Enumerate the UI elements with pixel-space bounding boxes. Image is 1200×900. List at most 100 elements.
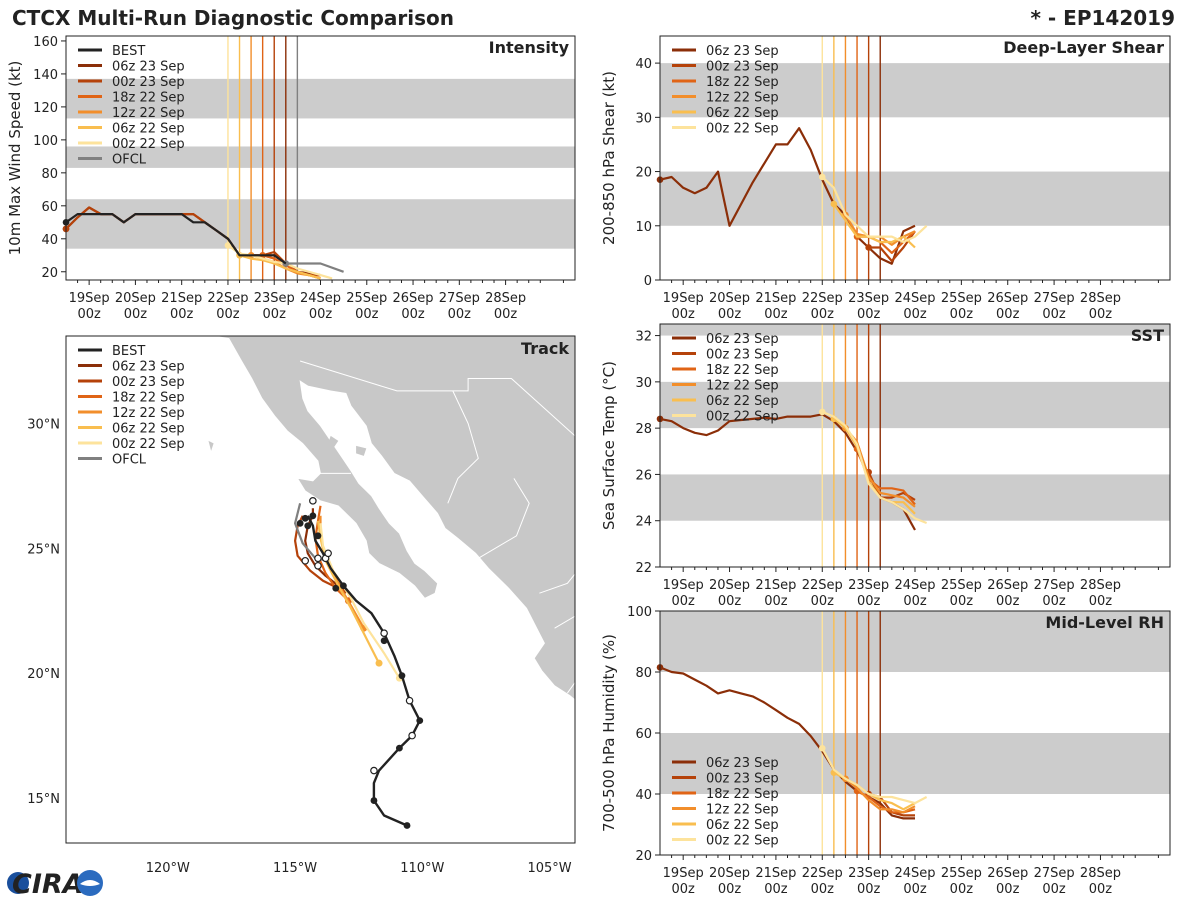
sst-xtick-hour: 00z	[1042, 594, 1066, 609]
shear-xtick-date: 19Sep	[663, 291, 704, 306]
cira-logo-globe-icon	[7, 872, 29, 894]
intensity-panel-title: Intensity	[489, 38, 570, 57]
track-border-line	[554, 615, 575, 629]
shear-xtick-hour: 00z	[764, 307, 788, 322]
intensity-legend-label: 00z 22 Sep	[112, 137, 185, 152]
shear-xtick-hour: 00z	[1089, 307, 1113, 322]
track-series-line	[319, 523, 401, 679]
shear-xtick-date: 26Sep	[987, 291, 1028, 306]
rh-xtick-hour: 00z	[996, 882, 1020, 897]
track-lon-label: 115°W	[273, 861, 317, 876]
shear-series-start-point	[830, 200, 838, 208]
track-best-point-open	[314, 554, 322, 563]
rh-xtick-date: 21Sep	[755, 866, 796, 881]
sst-legend-label: 06z 23 Sep	[706, 332, 779, 347]
intensity-legend-label: 06z 23 Sep	[112, 60, 185, 75]
track-border-line	[539, 573, 575, 594]
storm-id: * - EP142019	[1030, 6, 1175, 30]
track-series-point	[375, 659, 383, 667]
sst-ytick-label: 22	[635, 561, 652, 576]
intensity-xtick-date: 26Sep	[393, 291, 434, 306]
track-best-point-filled	[304, 522, 312, 530]
sst-legend-label: 12z 22 Sep	[706, 379, 779, 394]
intensity-xtick-hour: 00z	[494, 307, 518, 322]
rh-series-line	[821, 747, 928, 805]
shear-xtick-hour: 00z	[1042, 307, 1066, 322]
rh-xtick-date: 26Sep	[987, 866, 1028, 881]
rh-legend-label: 18z 22 Sep	[706, 787, 779, 802]
rh-xtick-hour: 00z	[764, 882, 788, 897]
intensity-xtick-date: 20Sep	[115, 291, 156, 306]
shear-xtick-date: 27Sep	[1034, 291, 1075, 306]
shear-panel: 01020304019Sep00z20Sep00z21Sep00z22Sep00…	[600, 35, 1171, 322]
intensity-series-line	[239, 254, 321, 280]
track-lon-label: 105°W	[527, 861, 571, 876]
sst-panel: 22242628303219Sep00z20Sep00z21Sep00z22Se…	[600, 323, 1171, 609]
rh-panel-title: Mid-Level RH	[1045, 613, 1164, 632]
track-best-point-open	[309, 497, 317, 505]
sst-legend-label: 00z 22 Sep	[706, 410, 779, 425]
intensity-ytick-label: 60	[41, 200, 58, 215]
intensity-ytick-label: 140	[33, 68, 58, 83]
track-series-line	[294, 515, 344, 592]
sst-legend-label: 06z 22 Sep	[706, 394, 779, 409]
track-border-line	[299, 360, 575, 437]
rh-ytick-label: 20	[635, 849, 652, 864]
track-best-point-open	[370, 766, 378, 775]
shear-series-start-point	[818, 173, 826, 181]
sst-xtick-date: 20Sep	[709, 578, 750, 593]
sst-band	[660, 324, 1170, 336]
sst-legend-label: 00z 23 Sep	[706, 348, 779, 363]
shear-series-line	[659, 127, 916, 265]
track-lon-label: 110°W	[400, 861, 444, 876]
intensity-series-line	[65, 213, 287, 265]
shear-series-start-point	[865, 244, 872, 251]
rh-xtick-hour: 00z	[950, 882, 974, 897]
shear-xtick-hour: 00z	[718, 307, 742, 322]
track-axes-frame	[65, 335, 576, 844]
rh-series-start-point	[818, 744, 826, 752]
track-border-line	[447, 390, 479, 504]
track-legend-label: 06z 22 Sep	[112, 422, 185, 437]
intensity-xtick-hour: 00z	[124, 307, 148, 322]
intensity-xtick-date: 22Sep	[207, 291, 248, 306]
track-best-point-filled	[398, 672, 406, 680]
shear-legend-label: 06z 23 Sep	[706, 44, 779, 59]
track-series-line	[316, 520, 380, 664]
shear-series-line	[833, 203, 916, 249]
intensity-xtick-hour: 00z	[355, 307, 379, 322]
shear-legend-label: 00z 23 Sep	[706, 60, 779, 75]
rh-legend-label: 12z 22 Sep	[706, 803, 779, 818]
shear-band	[660, 63, 1170, 118]
shear-legend-label: 18z 22 Sep	[706, 75, 779, 90]
intensity-series-line	[227, 244, 333, 280]
shear-xtick-date: 21Sep	[755, 291, 796, 306]
track-legend-label: 00z 22 Sep	[112, 437, 185, 452]
intensity-ytick-label: 80	[41, 167, 58, 182]
track-legend-label: 18z 22 Sep	[112, 391, 185, 406]
track-best-point-open	[380, 629, 388, 638]
intensity-xtick-date: 23Sep	[254, 291, 295, 306]
track-lon-label: 120°W	[146, 861, 190, 876]
cira-logo-text: CIRA	[12, 869, 84, 900]
track-best-point-filled	[340, 582, 347, 590]
rh-xtick-date: 28Sep	[1080, 866, 1121, 881]
shear-legend-label: 06z 22 Sep	[706, 106, 779, 121]
sst-ytick-label: 30	[635, 376, 652, 391]
sst-xtick-hour: 00z	[857, 594, 881, 609]
sst-xtick-hour: 00z	[671, 594, 695, 609]
rh-ytick-label: 60	[635, 727, 652, 742]
figure-title: CTCX Multi-Run Diagnostic Comparison	[12, 6, 454, 30]
rh-xtick-date: 24Sep	[894, 866, 935, 881]
shear-ytick-label: 30	[635, 111, 652, 126]
track-best-point-filled	[332, 584, 340, 592]
intensity-legend-label: 00z 23 Sep	[112, 75, 185, 90]
sst-xtick-hour: 00z	[811, 594, 835, 609]
shear-xtick-date: 23Sep	[848, 291, 889, 306]
sst-series-line	[821, 410, 928, 525]
intensity-xtick-date: 27Sep	[439, 291, 480, 306]
track-best-point-filled	[395, 744, 403, 752]
sst-panel-title: SST	[1131, 326, 1164, 345]
track-best-point-filled	[380, 637, 388, 645]
rh-legend-label: 00z 22 Sep	[706, 834, 779, 849]
